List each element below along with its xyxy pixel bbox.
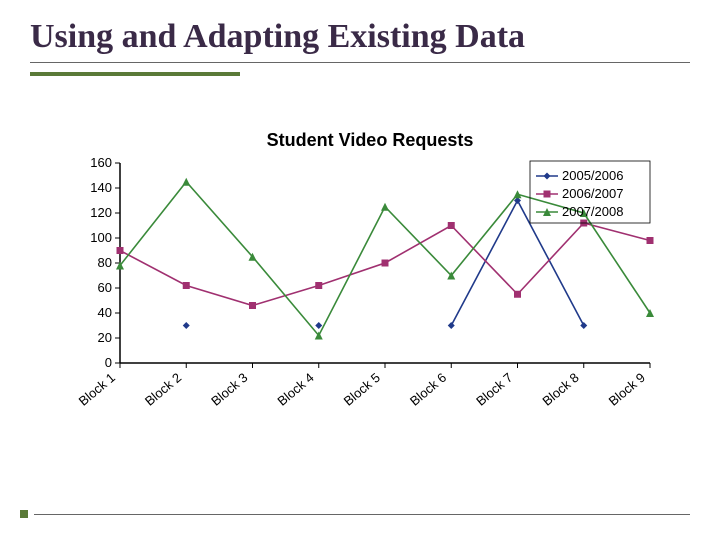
marker-square bbox=[448, 222, 455, 229]
marker-square bbox=[183, 282, 190, 289]
x-tick-label: Block 5 bbox=[341, 370, 383, 409]
x-tick-label: Block 6 bbox=[407, 370, 449, 409]
y-tick-label: 20 bbox=[98, 330, 112, 345]
slide-title: Using and Adapting Existing Data bbox=[30, 18, 690, 56]
marker-square bbox=[315, 282, 322, 289]
y-tick-label: 40 bbox=[98, 305, 112, 320]
x-tick-label: Block 8 bbox=[539, 370, 581, 409]
footer-rule bbox=[34, 514, 690, 515]
marker-square bbox=[647, 237, 654, 244]
chart-title: Student Video Requests bbox=[70, 130, 670, 151]
y-tick-label: 0 bbox=[105, 355, 112, 370]
chart: Student Video Requests 0 20 40 60 80 100 120 14… bbox=[70, 130, 670, 450]
x-tick-label: Block 1 bbox=[76, 370, 118, 409]
footer-bullet-icon bbox=[20, 510, 28, 518]
y-tick-label: 160 bbox=[90, 155, 112, 170]
marker-diamond bbox=[580, 322, 587, 329]
y-tick-label: 100 bbox=[90, 230, 112, 245]
series bbox=[117, 220, 654, 310]
marker-square bbox=[544, 191, 551, 198]
title-area: Using and Adapting Existing Data bbox=[0, 0, 720, 82]
legend: 2005/2006 2006/2007 2007/2008 bbox=[530, 161, 650, 223]
x-tick-label: Block 2 bbox=[142, 370, 184, 409]
marker-diamond bbox=[448, 322, 455, 329]
marker-square bbox=[382, 260, 389, 267]
marker-square bbox=[117, 247, 124, 254]
marker-triangle bbox=[381, 203, 389, 211]
y-tick-label: 80 bbox=[98, 255, 112, 270]
x-tick-label: Block 7 bbox=[473, 370, 515, 409]
y-tick-label: 120 bbox=[90, 205, 112, 220]
marker-triangle bbox=[182, 178, 190, 186]
legend-label: 2007/2008 bbox=[562, 204, 623, 219]
marker-diamond bbox=[315, 322, 322, 329]
marker-square bbox=[249, 302, 256, 309]
y-tick-label: 140 bbox=[90, 180, 112, 195]
series bbox=[116, 178, 654, 340]
title-rule-thick bbox=[30, 72, 240, 76]
legend-label: 2006/2007 bbox=[562, 186, 623, 201]
x-tick-label: Block 9 bbox=[606, 370, 648, 409]
marker-diamond bbox=[183, 322, 190, 329]
x-tick-label: Block 3 bbox=[208, 370, 250, 409]
legend-label: 2005/2006 bbox=[562, 168, 623, 183]
title-rule-thin bbox=[30, 62, 690, 63]
marker-square bbox=[514, 291, 521, 298]
marker-diamond bbox=[544, 173, 551, 180]
series-line bbox=[451, 201, 584, 326]
x-tick-label: Block 4 bbox=[274, 370, 316, 409]
chart-svg: 0 20 40 60 80 100 120 140 160 Block 1 Block 2 Block… bbox=[70, 155, 670, 451]
slide: Using and Adapting Existing Data Student… bbox=[0, 0, 720, 540]
y-tick-label: 60 bbox=[98, 280, 112, 295]
title-rules bbox=[30, 62, 690, 82]
